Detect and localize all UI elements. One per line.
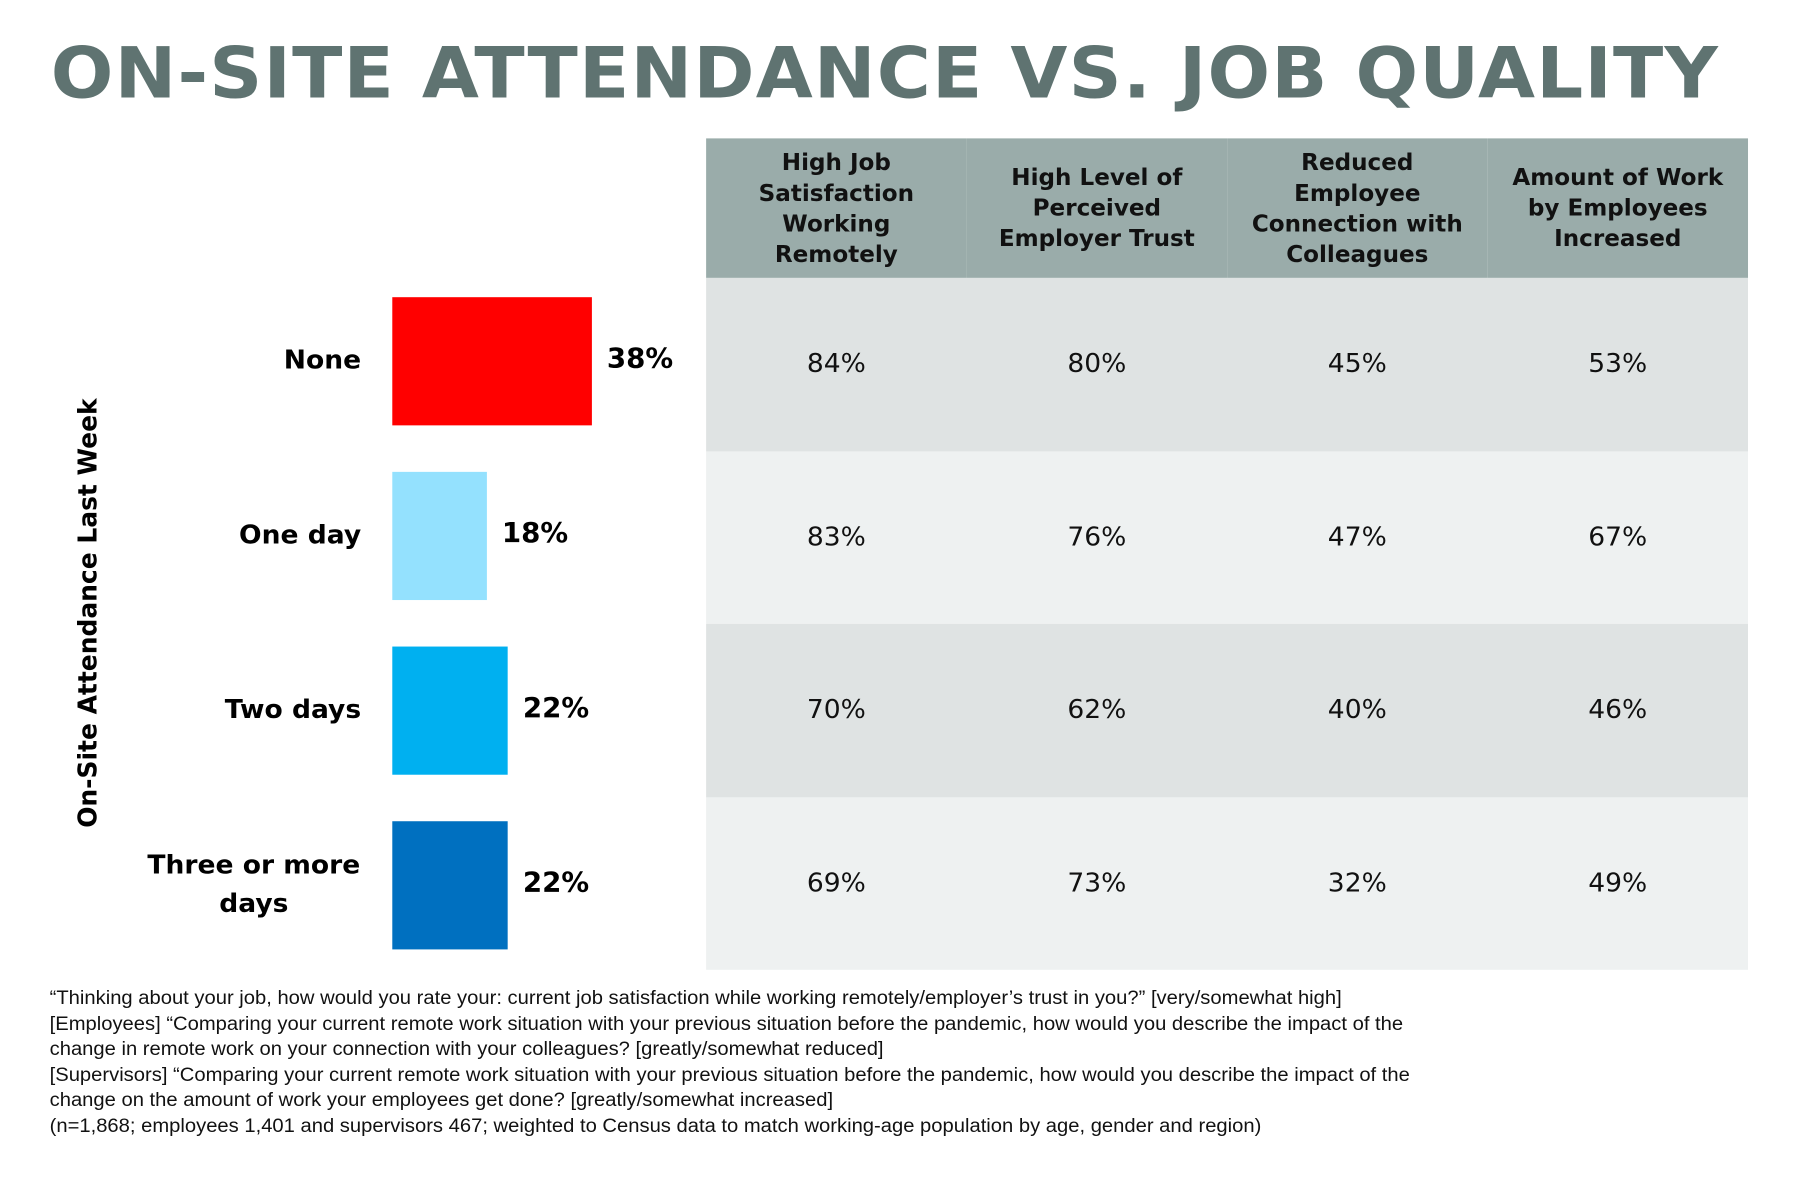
table-cell: 40%	[1327, 695, 1387, 726]
table-row: 83% 76% 47% 67%	[706, 450, 1749, 624]
column-header: Reduced Employee Connection with Colleag…	[1227, 138, 1488, 278]
category-label: Two days	[224, 695, 362, 725]
category-label: One day	[239, 520, 362, 551]
table-cell: 67%	[1588, 522, 1648, 553]
category-label: Three or more days	[147, 850, 361, 919]
y-axis-label: On-Site Attendance Last Week	[74, 398, 104, 828]
bar	[392, 646, 508, 775]
footnote-line: “Thinking about your job, how would you …	[49, 985, 1342, 1009]
column-header: High Level of Perceived Employer Trust	[966, 138, 1228, 278]
table-row: 84% 80% 45% 53%	[706, 277, 1749, 451]
footnotes: “Thinking about your job, how would you …	[50, 985, 1665, 1138]
bar	[392, 471, 487, 601]
table-row: 69% 73% 32% 49%	[706, 796, 1749, 970]
table-cell: 83%	[806, 522, 866, 553]
footnote-line: change on the amount of work your employ…	[49, 1087, 834, 1111]
column-header: High Job Satisfaction Working Remotely	[706, 138, 967, 278]
footnote-line: (n=1,868; employees 1,401 and supervisor…	[49, 1113, 1262, 1137]
table-cell: 69%	[806, 868, 866, 899]
table-cell: 73%	[1067, 868, 1127, 899]
data-table: High Job Satisfaction Working Remotely Hi…	[706, 138, 1749, 970]
table-cell: 53%	[1588, 349, 1648, 380]
footnote-line: [Supervisors] “Comparing your current re…	[49, 1062, 1410, 1085]
bar-value-label: 22%	[522, 691, 590, 724]
table-cell: 47%	[1327, 522, 1387, 553]
bar	[392, 821, 508, 950]
bar-value-label: 38%	[606, 342, 674, 375]
table-row: 70% 62% 40% 46%	[706, 623, 1749, 797]
footnote-line: [Employees] “Comparing your current remo…	[49, 1011, 1404, 1034]
bar-value-label: 22%	[522, 866, 590, 899]
category-label: None	[283, 345, 362, 376]
table-cell: 84%	[806, 349, 866, 380]
column-header: Amount of Work by Employees Increased	[1487, 138, 1749, 278]
bar-value-label: 18%	[501, 517, 569, 550]
bar	[392, 297, 592, 426]
table-cell: 49%	[1588, 868, 1648, 899]
table-cell: 32%	[1327, 868, 1387, 899]
table-cell: 46%	[1588, 695, 1648, 726]
table-cell: 62%	[1067, 695, 1127, 726]
table-cell: 80%	[1067, 349, 1127, 380]
table-cell: 76%	[1067, 522, 1127, 553]
chart-title: ON-SITE ATTENDANCE VS. JOB QUALITY	[50, 31, 1720, 115]
table-cell: 45%	[1327, 349, 1387, 380]
footnote-line: change in remote work on your connection…	[49, 1036, 884, 1060]
table-cell: 70%	[806, 695, 866, 726]
